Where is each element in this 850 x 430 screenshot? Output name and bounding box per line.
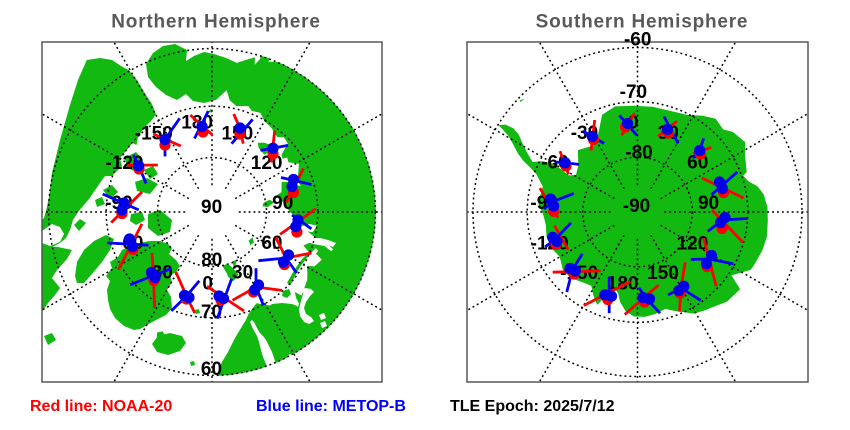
svg-text:80: 80: [201, 250, 222, 271]
svg-text:90: 90: [698, 193, 719, 214]
svg-text:30: 30: [232, 263, 253, 284]
svg-text:150: 150: [647, 263, 679, 284]
svg-text:Southern Hemisphere: Southern Hemisphere: [536, 12, 749, 33]
svg-text:-90: -90: [623, 196, 650, 217]
svg-text:0: 0: [202, 273, 213, 294]
svg-text:90: 90: [201, 197, 222, 218]
svg-text:-80: -80: [625, 143, 652, 164]
svg-text:120: 120: [677, 233, 709, 254]
svg-text:-60: -60: [624, 30, 651, 51]
svg-text:-70: -70: [620, 82, 647, 103]
svg-text:60: 60: [201, 359, 222, 380]
svg-text:TLE Epoch: 2025/7/12: TLE Epoch: 2025/7/12: [450, 398, 615, 415]
svg-text:Blue line: METOP-B: Blue line: METOP-B: [256, 398, 406, 415]
svg-text:Northern Hemisphere: Northern Hemisphere: [111, 12, 320, 33]
svg-text:Red line: NOAA-20: Red line: NOAA-20: [30, 398, 172, 415]
